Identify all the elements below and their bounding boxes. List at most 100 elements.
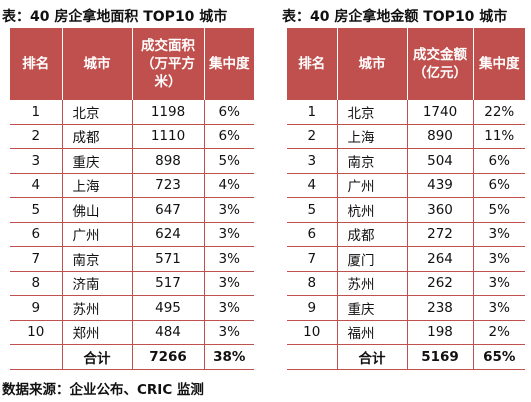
- table-row: 6 广州 624 3%: [10, 222, 254, 247]
- table-row: 5 佛山 647 3%: [10, 197, 254, 223]
- table-row: 3 重庆 898 5%: [10, 148, 254, 174]
- share-cell: 6%: [473, 173, 525, 198]
- city-cell: 广州: [337, 173, 408, 198]
- table-row: 2 成都 1110 6%: [10, 124, 254, 149]
- total-share: 38%: [204, 344, 254, 370]
- value-cell: 723: [132, 173, 205, 198]
- right-table-body: 1 北京 1740 22% 2 上海 890 11% 3 南京 504 6% 4 广州 439 6% 5 杭州 36…: [287, 100, 525, 370]
- value-cell: 238: [407, 295, 474, 321]
- city-cell: 成都: [337, 222, 408, 247]
- value-cell: 504: [407, 148, 474, 174]
- share-cell: 5%: [473, 197, 525, 223]
- city-cell: 重庆: [62, 148, 133, 174]
- value-cell: 439: [407, 173, 474, 198]
- left-table: 排名 城市 成交面积（万平方米） 集中度 1 北京 1198 6% 2 成都 1110 6% 3…: [10, 28, 254, 370]
- header-concentration: 集中度: [473, 28, 525, 100]
- rank-cell: 7: [10, 246, 63, 272]
- rank-cell: 8: [287, 271, 338, 296]
- rank-cell: 5: [287, 197, 338, 223]
- city-cell: 北京: [62, 100, 133, 125]
- total-blank-cell: [10, 344, 63, 370]
- rank-cell: 10: [287, 320, 338, 345]
- city-cell: 上海: [62, 173, 133, 198]
- value-cell: 262: [407, 271, 474, 296]
- header-city: 城市: [62, 28, 133, 100]
- value-cell: 647: [132, 197, 205, 223]
- header-rank: 排名: [287, 28, 338, 100]
- value-cell: 624: [132, 222, 205, 247]
- value-cell: 890: [407, 124, 474, 149]
- share-cell: 22%: [473, 100, 525, 125]
- header-city: 城市: [337, 28, 408, 100]
- share-cell: 11%: [473, 124, 525, 149]
- share-cell: 2%: [473, 320, 525, 345]
- city-cell: 南京: [337, 148, 408, 174]
- city-cell: 重庆: [337, 295, 408, 321]
- share-cell: 3%: [473, 295, 525, 321]
- share-cell: 3%: [204, 222, 254, 247]
- total-blank-cell: [287, 344, 338, 370]
- value-cell: 571: [132, 246, 205, 272]
- rank-cell: 7: [287, 246, 338, 272]
- city-cell: 厦门: [337, 246, 408, 272]
- left-table-title: 表：40 房企拿地面积 TOP10 城市: [2, 9, 228, 25]
- right-table: 排名 城市 成交金额（亿元） 集中度 1 北京 1740 22% 2 上海 890 11% 3 南…: [287, 28, 525, 370]
- city-cell: 成都: [62, 124, 133, 149]
- rank-cell: 2: [10, 124, 63, 149]
- header-concentration: 集中度: [204, 28, 254, 100]
- total-value: 7266: [132, 344, 205, 370]
- header-rank: 排名: [10, 28, 63, 100]
- share-cell: 5%: [204, 148, 254, 174]
- city-cell: 济南: [62, 271, 133, 296]
- value-cell: 517: [132, 271, 205, 296]
- table-row: 7 厦门 264 3%: [287, 246, 525, 272]
- table-row: 9 重庆 238 3%: [287, 295, 525, 321]
- value-cell: 264: [407, 246, 474, 272]
- share-cell: 3%: [204, 246, 254, 272]
- city-cell: 上海: [337, 124, 408, 149]
- rank-cell: 6: [10, 222, 63, 247]
- rank-cell: 9: [287, 295, 338, 321]
- table-row: 10 福州 198 2%: [287, 320, 525, 345]
- value-cell: 360: [407, 197, 474, 223]
- data-source-note: 数据来源：企业公布、CRIC 监测: [2, 382, 204, 398]
- share-cell: 3%: [204, 295, 254, 321]
- rank-cell: 10: [10, 320, 63, 345]
- value-cell: 1110: [132, 124, 205, 149]
- rank-cell: 3: [287, 148, 338, 174]
- rank-cell: 1: [10, 100, 63, 125]
- header-area: 成交面积（万平方米）: [132, 28, 205, 100]
- value-cell: 898: [132, 148, 205, 174]
- table-row: 8 济南 517 3%: [10, 271, 254, 296]
- right-header-row: 排名 城市 成交金额（亿元） 集中度: [287, 28, 525, 100]
- rank-cell: 9: [10, 295, 63, 321]
- city-cell: 福州: [337, 320, 408, 345]
- city-cell: 南京: [62, 246, 133, 272]
- share-cell: 4%: [204, 173, 254, 198]
- total-label: 合计: [62, 344, 133, 370]
- value-cell: 1198: [132, 100, 205, 125]
- city-cell: 苏州: [62, 295, 133, 321]
- share-cell: 3%: [473, 222, 525, 247]
- rank-cell: 5: [10, 197, 63, 223]
- value-cell: 495: [132, 295, 205, 321]
- rank-cell: 6: [287, 222, 338, 247]
- table-row: 3 南京 504 6%: [287, 148, 525, 174]
- value-cell: 484: [132, 320, 205, 345]
- city-cell: 北京: [337, 100, 408, 125]
- rank-cell: 1: [287, 100, 338, 125]
- share-cell: 3%: [204, 320, 254, 345]
- value-cell: 272: [407, 222, 474, 247]
- left-header-row: 排名 城市 成交面积（万平方米） 集中度: [10, 28, 254, 100]
- table-row: 1 北京 1740 22%: [287, 100, 525, 125]
- city-cell: 苏州: [337, 271, 408, 296]
- share-cell: 6%: [473, 148, 525, 174]
- table-row: 6 成都 272 3%: [287, 222, 525, 247]
- share-cell: 6%: [204, 124, 254, 149]
- header-amount: 成交金额（亿元）: [407, 28, 474, 100]
- city-cell: 杭州: [337, 197, 408, 223]
- table-row: 4 上海 723 4%: [10, 173, 254, 198]
- table-row: 9 苏州 495 3%: [10, 295, 254, 321]
- table-row: 1 北京 1198 6%: [10, 100, 254, 125]
- table-row: 4 广州 439 6%: [287, 173, 525, 198]
